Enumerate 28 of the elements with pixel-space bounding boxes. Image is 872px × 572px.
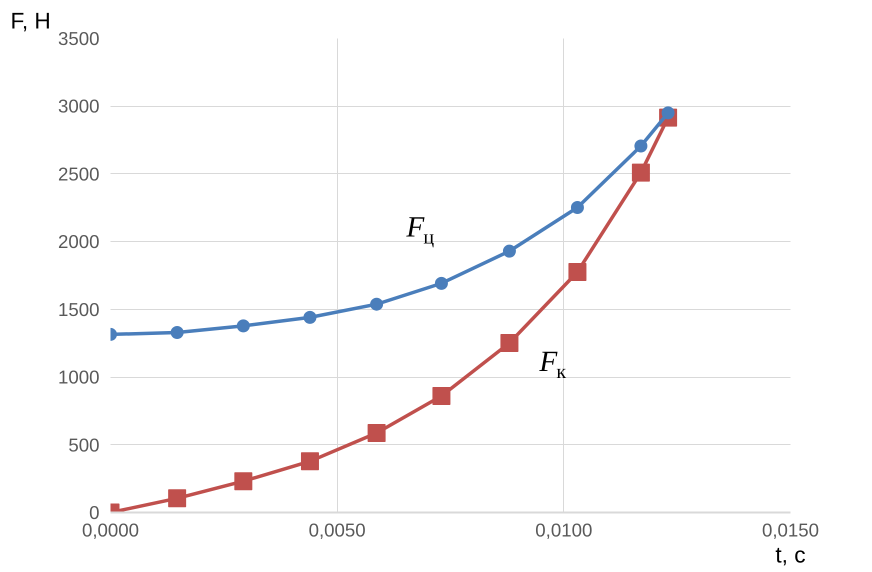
y-tick-label: 500: [68, 434, 100, 456]
point: [570, 201, 584, 214]
point: [168, 489, 186, 508]
y-axis-title: F, Н: [10, 8, 51, 34]
point: [632, 164, 650, 182]
point: [234, 472, 252, 490]
point: [634, 140, 648, 153]
point: [500, 334, 518, 352]
point: [502, 244, 516, 258]
x-axis-title: t, с: [775, 542, 806, 568]
point: [568, 262, 586, 281]
point: [434, 276, 448, 290]
y-tick-label: 1000: [58, 366, 100, 388]
point: [300, 452, 319, 470]
y-tick-label: 3000: [58, 96, 100, 117]
y-tick-label: 2000: [58, 231, 100, 252]
y-tick-label: 2500: [58, 163, 100, 184]
y-tick-label: 3500: [58, 28, 100, 49]
point: [236, 319, 250, 332]
point: [432, 387, 450, 406]
point: [303, 310, 316, 324]
x-tick-label: 0,0050: [308, 520, 366, 540]
x-tick-label: 0,0100: [535, 520, 592, 540]
point: [170, 326, 184, 340]
x-tick-label: 0,0150: [762, 520, 820, 540]
point: [370, 298, 384, 311]
y-tick-label: 1500: [58, 298, 100, 320]
point: [368, 424, 386, 442]
